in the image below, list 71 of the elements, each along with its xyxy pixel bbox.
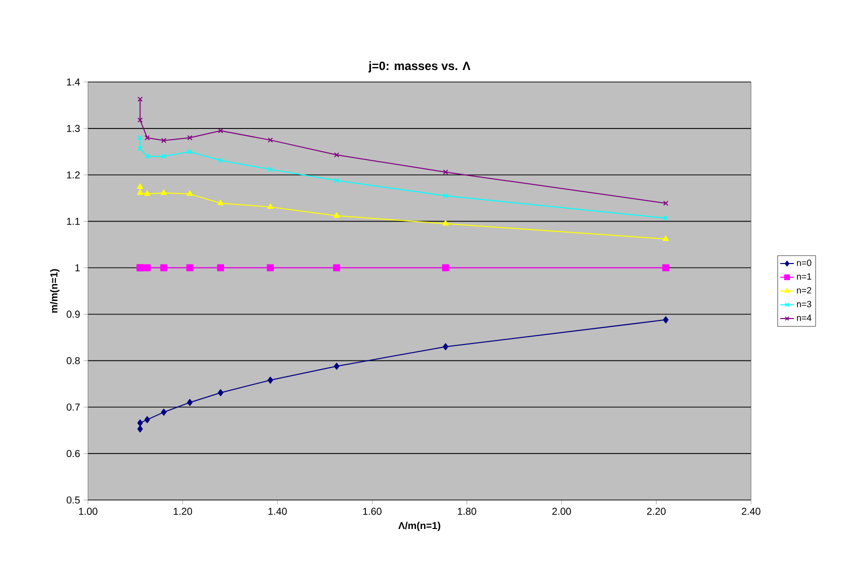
x-tick-label: 1.40: [268, 508, 287, 515]
point: [136, 190, 144, 196]
y-tick-label: 1.3: [67, 124, 80, 132]
chart-title: j=0: masses vs. Λ: [368, 61, 470, 72]
x-tick-label: 1.60: [363, 508, 382, 515]
point: [137, 117, 143, 123]
y-tick-label: 0.7: [66, 404, 80, 411]
point: [442, 343, 448, 350]
point: [268, 376, 274, 384]
point: [186, 190, 193, 196]
point: [161, 408, 167, 416]
y-tick-label: 1: [75, 264, 80, 272]
point: [442, 169, 448, 175]
point: [218, 158, 224, 164]
point: [268, 166, 273, 172]
point: [144, 135, 150, 140]
point: [160, 264, 168, 272]
y-tick-label: 0.5: [66, 496, 80, 504]
x-axis-title: Λ/m(n=1): [398, 522, 440, 532]
point: [268, 137, 273, 143]
point: [186, 264, 194, 272]
point: [161, 138, 166, 144]
x-tick-label: 2.00: [552, 508, 571, 515]
point: [334, 362, 340, 370]
point: [187, 149, 192, 154]
point: [442, 220, 449, 226]
legend-label: n=1: [796, 273, 812, 280]
point: [144, 264, 151, 272]
point: [662, 264, 670, 272]
point: [218, 389, 224, 396]
x-tick-label: 1.80: [458, 508, 476, 515]
point: [161, 154, 166, 159]
point: [442, 264, 450, 272]
y-tick-label: 1.4: [67, 78, 80, 86]
legend-label: n=3: [796, 300, 812, 308]
point: [266, 264, 274, 272]
legend-label: n=2: [796, 287, 812, 294]
x-tick-label: 2.20: [647, 508, 666, 515]
point: [137, 96, 143, 102]
y-axis-title: m/m(n=1): [50, 269, 60, 313]
point: [334, 152, 340, 158]
point: [144, 190, 150, 196]
point: [144, 154, 150, 159]
y-tick-label: 1.2: [67, 171, 80, 178]
point: [267, 203, 274, 209]
y-tick-label: 0.9: [66, 310, 80, 318]
point: [137, 419, 143, 426]
point: [137, 425, 143, 432]
x-tick-label: 2.40: [742, 508, 760, 515]
point: [218, 200, 224, 206]
point: [663, 316, 669, 324]
point: [662, 235, 669, 241]
x-tick-label: 1.00: [79, 508, 98, 515]
y-tick-label: 0.8: [66, 357, 80, 364]
point: [333, 264, 340, 272]
point: [136, 183, 144, 189]
point: [160, 190, 167, 196]
point: [137, 146, 143, 152]
legend-label: n=0: [796, 260, 812, 266]
point: [144, 416, 150, 424]
x-tick-label: 1.20: [174, 508, 192, 515]
point: [218, 128, 224, 134]
point: [187, 398, 193, 406]
point: [187, 135, 192, 140]
point: [334, 212, 340, 218]
point: [334, 178, 340, 184]
legend-label: n=4: [796, 314, 812, 321]
point: [217, 264, 224, 272]
point: [442, 193, 448, 198]
y-tick-label: 1.1: [67, 218, 80, 225]
y-tick-label: 0.6: [66, 450, 80, 458]
